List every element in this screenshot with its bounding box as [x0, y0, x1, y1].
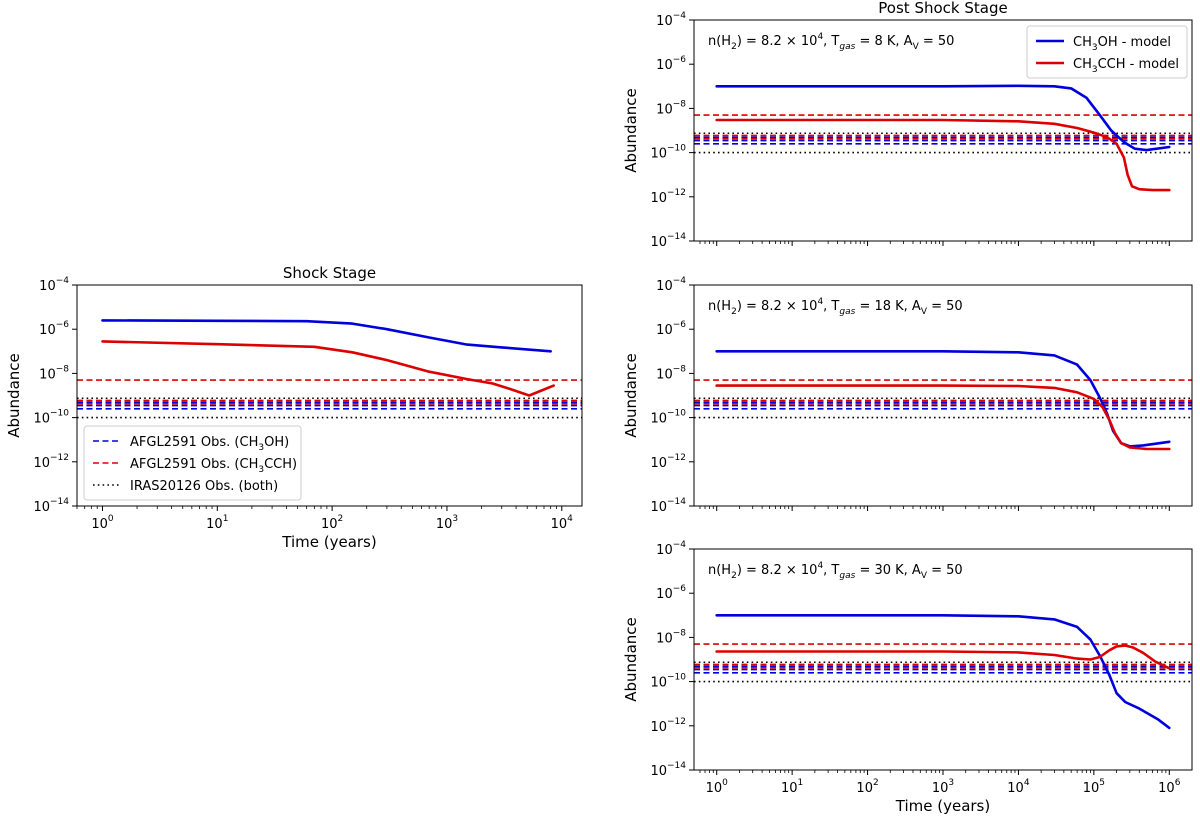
x-tick-label: 103 [436, 514, 458, 532]
x-tick-label: 102 [856, 778, 878, 796]
x-tick-label: 105 [1083, 778, 1105, 796]
chart-panel-post8: 10−4 10−6 10−8 10−10 10−12 10−14 Abundance Post… [622, 0, 1193, 250]
legend-label: CH3CCH - model [1073, 57, 1179, 75]
y-tick-label: 10−6 [656, 55, 686, 73]
x-tick-label: 103 [932, 778, 954, 796]
axes-frame [693, 284, 1193, 507]
y-tick-label: 10−14 [650, 761, 686, 779]
y-tick-label: 10−12 [33, 453, 69, 471]
y-axis-label: Abundance [622, 353, 640, 438]
condition-annotation: n(H2) = 8.2 × 104, Tgas = 8 K, AV = 50 [708, 32, 954, 52]
y-tick-label: 10−10 [650, 673, 686, 691]
series-line-ch3cch [715, 644, 1171, 670]
y-tick-label: 10−6 [39, 320, 69, 338]
series-line-ch3cch [715, 118, 1171, 192]
condition-annotation: n(H2) = 8.2 × 104, Tgas = 30 K, AV = 50 [708, 561, 963, 581]
x-tick-label: 100 [91, 514, 114, 532]
y-tick-label: 10−4 [656, 276, 686, 294]
y-tick-label: 10−8 [39, 364, 69, 382]
series-line-ch3oh [715, 613, 1171, 730]
series-line-ch3oh [101, 319, 553, 353]
y-tick-label: 10−12 [650, 717, 686, 735]
x-tick-label: 101 [781, 778, 803, 796]
chart-panel-post18: 10−4 10−6 10−8 10−10 10−12 10−14 Abundance n(H2… [622, 276, 1193, 515]
x-tick-label: 106 [1158, 778, 1181, 796]
y-tick-label: 10−6 [656, 320, 686, 338]
y-tick-label: 10−8 [656, 364, 686, 382]
series-line-ch3cch [715, 384, 1171, 451]
y-tick-label: 10−8 [656, 628, 686, 646]
series-line-ch3cch [101, 340, 556, 397]
y-tick-label: 10−12 [650, 453, 686, 471]
y-tick-label: 10−10 [650, 409, 686, 427]
chart-panel-shock: 100 101 102 103 104 10−4 10−6 10−8 10−10 10−12 10−… [5, 264, 583, 551]
axes-frame [76, 284, 583, 507]
x-axis-label: Time (years) [895, 797, 990, 815]
legend-label: CH3OH - model [1073, 35, 1171, 53]
series-line-ch3oh [715, 84, 1171, 152]
legend-box [1026, 25, 1188, 79]
series-line-ch3oh [715, 349, 1171, 448]
legend-label: AFGL2591 Obs. (CH3OH) [130, 435, 289, 453]
x-tick-label: 100 [706, 778, 729, 796]
y-tick-label: 10−4 [656, 540, 686, 558]
y-axis-label: Abundance [5, 353, 23, 438]
chart-title: Shock Stage [283, 264, 376, 282]
x-tick-label: 102 [321, 514, 343, 532]
y-axis-label: Abundance [622, 617, 640, 702]
y-tick-label: 10−14 [650, 497, 686, 515]
y-tick-label: 10−6 [656, 584, 686, 602]
axes-frame [693, 548, 1193, 771]
y-tick-label: 10−10 [650, 144, 686, 162]
legend-box [83, 425, 302, 501]
y-tick-label: 10−4 [656, 11, 686, 29]
x-tick-label: 101 [206, 514, 228, 532]
legend-label: IRAS20126 Obs. (both) [130, 479, 278, 494]
plot-area [694, 349, 1192, 451]
legend: CH3OH - model CH3CCH - model [1026, 25, 1188, 79]
x-axis-label: Time (years) [281, 533, 376, 551]
y-tick-label: 10−8 [656, 99, 686, 117]
y-tick-label: 10−12 [650, 188, 686, 206]
legend-label: AFGL2591 Obs. (CH3CCH) [130, 457, 297, 475]
plot-area [77, 319, 582, 419]
y-tick-label: 10−14 [33, 497, 69, 515]
y-tick-label: 10−10 [33, 409, 69, 427]
y-tick-label: 10−14 [650, 232, 686, 250]
condition-annotation: n(H2) = 8.2 × 104, Tgas = 18 K, AV = 50 [708, 297, 963, 317]
chart-title: Post Shock Stage [878, 0, 1007, 17]
chart-panel-post30: 100 101 102 103 104 105 106 10−4 10−6 10−8 10−10 10… [622, 540, 1193, 815]
legend: AFGL2591 Obs. (CH3OH) AFGL2591 Obs. (CH3C… [83, 425, 302, 501]
plot-area [694, 84, 1192, 192]
x-tick-label: 104 [1007, 778, 1030, 796]
plot-area [694, 613, 1192, 730]
y-axis-label: Abundance [622, 88, 640, 173]
y-tick-label: 10−4 [39, 276, 69, 294]
x-tick-label: 104 [551, 514, 574, 532]
